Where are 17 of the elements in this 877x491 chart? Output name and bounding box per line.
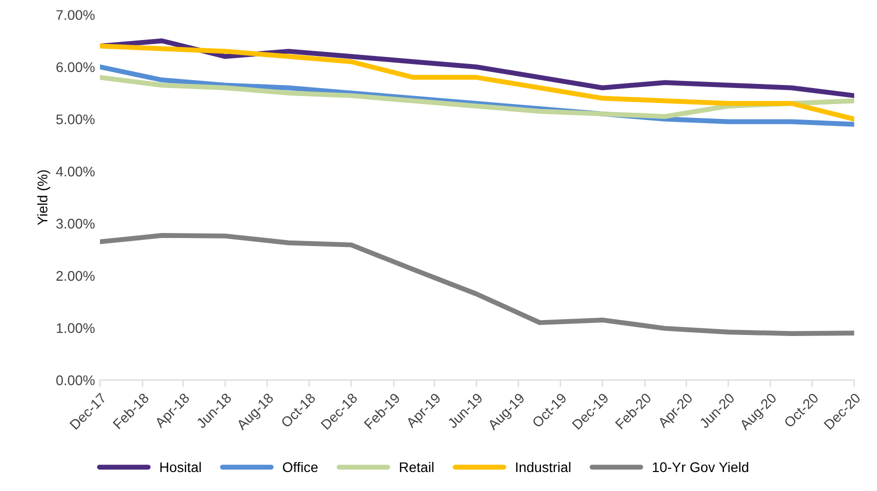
y-tick-label: 4.00% (56, 166, 95, 176)
line-series (100, 233, 854, 336)
y-tick-label: 2.00% (56, 270, 95, 281)
legend-label: Hosital (160, 462, 201, 472)
line-series (100, 74, 854, 119)
y-tick-label: 5.00% (56, 114, 95, 124)
y-tick-label: 7.00% (56, 10, 95, 20)
y-tick-label: 6.00% (56, 62, 95, 72)
line-series (100, 44, 854, 122)
y-axis-title: Yield (%) (37, 170, 50, 225)
y-tick-label: 1.00% (56, 323, 95, 334)
legend-label: Retail (400, 462, 434, 472)
legend-label: 10-Yr Gov Yield (652, 462, 748, 472)
y-tick-label: 0.00% (56, 375, 95, 386)
legend-label: Office (282, 462, 318, 472)
legend-label: Industrial (516, 462, 570, 472)
y-tick-label: 3.00% (56, 218, 95, 229)
